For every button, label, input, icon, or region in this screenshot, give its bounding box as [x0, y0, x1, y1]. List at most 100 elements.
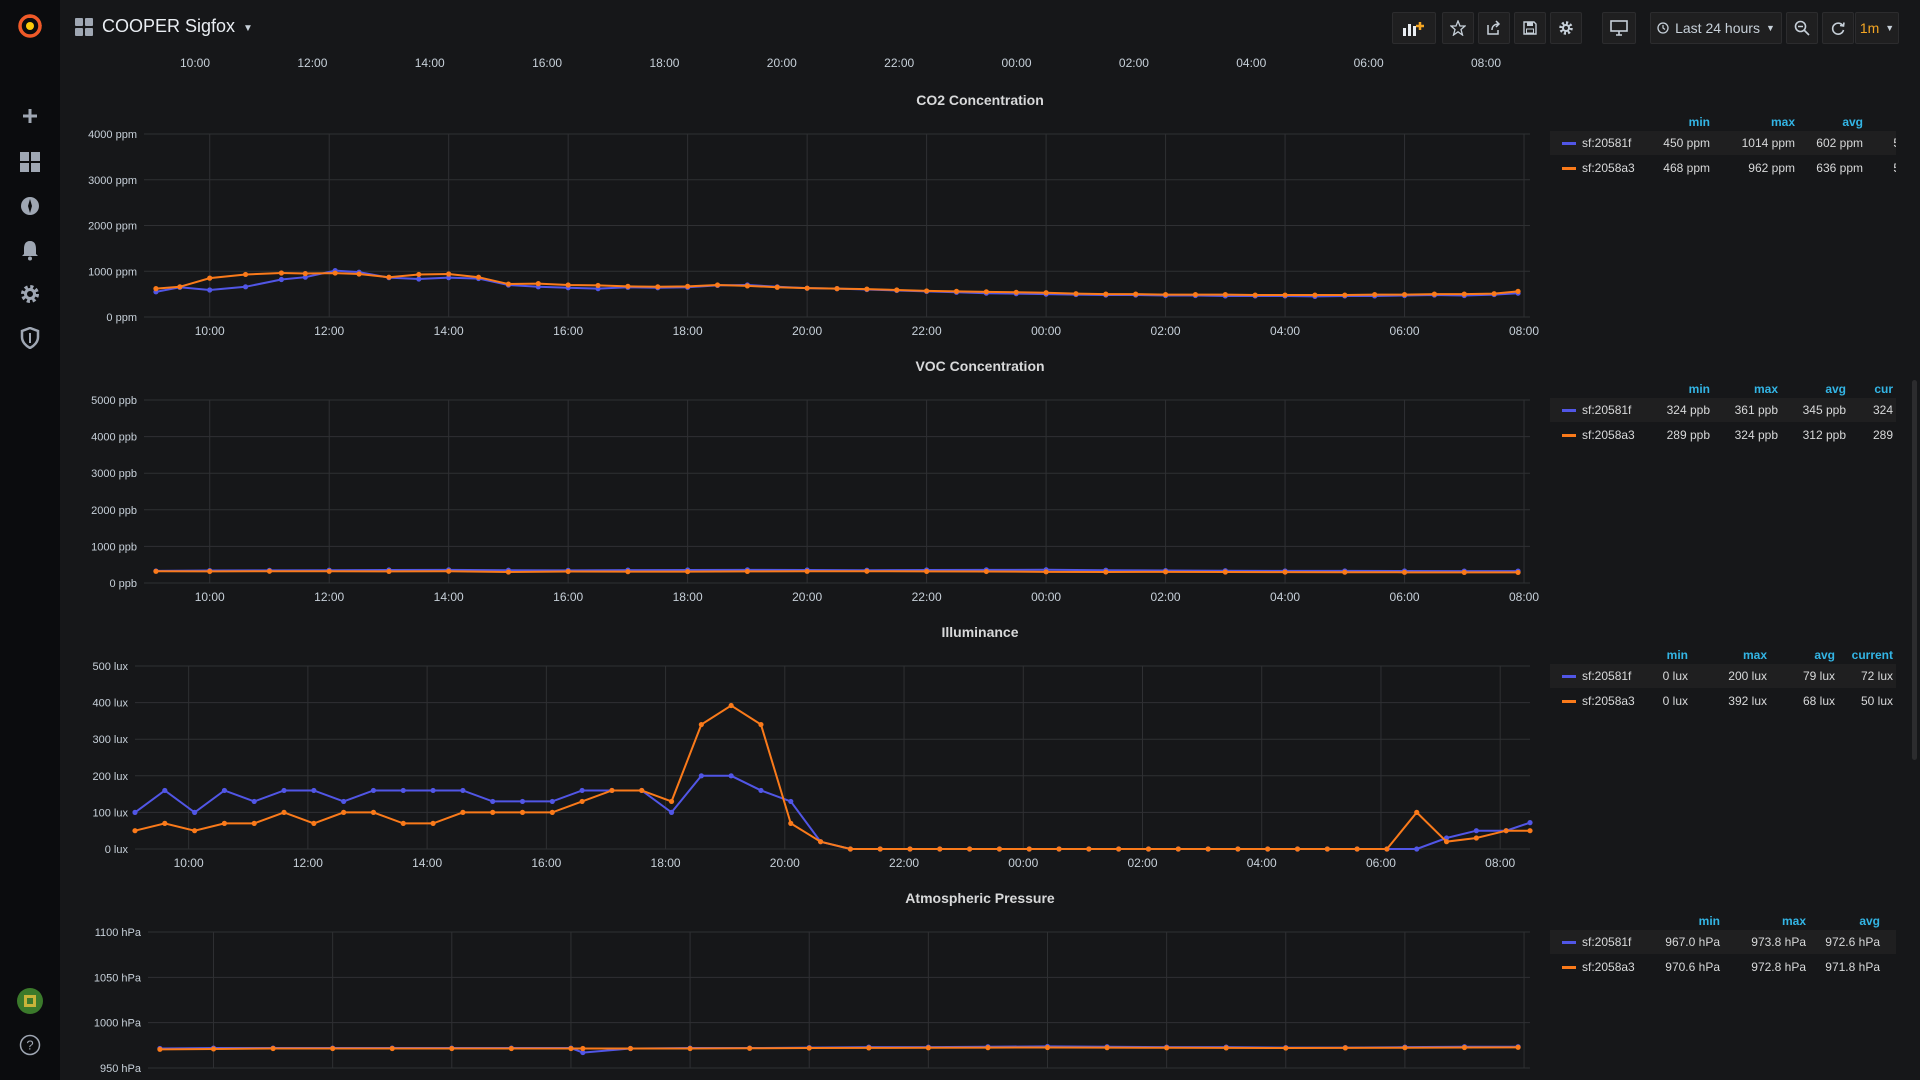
- settings-button[interactable]: [1550, 12, 1582, 44]
- explore-compass-icon[interactable]: [0, 186, 60, 226]
- data-point: [627, 1045, 634, 1052]
- legend-header-max[interactable]: max: [1770, 115, 1795, 129]
- add-panel-button[interactable]: [1392, 12, 1436, 44]
- plus-icon[interactable]: [0, 96, 60, 136]
- data-point: [1473, 835, 1479, 841]
- legend-row[interactable]: sf:20581f 967.0 hPa 973.8 hPa 972.6 hPa: [1550, 930, 1896, 954]
- legend-color-swatch[interactable]: [1562, 409, 1576, 412]
- data-point: [460, 809, 466, 815]
- legend-header-max[interactable]: max: [1742, 648, 1767, 662]
- legend-color-swatch[interactable]: [1562, 142, 1576, 145]
- legend-header-min[interactable]: min: [1688, 115, 1710, 129]
- legend-value: 970.6 hPa: [1665, 960, 1720, 974]
- legend-header-cur[interactable]: cur: [1874, 382, 1893, 396]
- legend-color-swatch[interactable]: [1562, 700, 1576, 703]
- legend-color-swatch[interactable]: [1562, 966, 1576, 969]
- legend-row[interactable]: sf:2058a3 0 lux 392 lux 68 lux 50 lux: [1550, 689, 1896, 713]
- legend-series-name[interactable]: sf:20581f: [1582, 935, 1632, 949]
- legend-row[interactable]: sf:2058a3 289 ppb 324 ppb 312 ppb 289: [1550, 423, 1896, 447]
- x-tick-label: 00:00: [1031, 324, 1061, 338]
- chart-atmospheric-pressure: 950 hPa 1000 hPa 1050 hPa 1100 hPa: [94, 927, 1530, 1075]
- star-button[interactable]: [1442, 12, 1474, 44]
- legend-header-min[interactable]: min: [1698, 914, 1720, 928]
- panel-title[interactable]: Illuminance: [941, 624, 1019, 640]
- legend-row[interactable]: sf:2058a3 468 ppm 962 ppm 636 ppm 5: [1550, 156, 1896, 180]
- legend-header-min[interactable]: min: [1688, 382, 1710, 396]
- scrollbar[interactable]: [1912, 380, 1917, 760]
- data-point: [519, 798, 526, 805]
- x-tick-label: 16:00: [531, 856, 561, 870]
- cycle-view-mode-button[interactable]: [1602, 12, 1636, 44]
- legend-row[interactable]: sf:20581f 324 ppb 361 ppb 345 ppb 324: [1550, 398, 1896, 422]
- data-point: [1145, 846, 1152, 852]
- gear-icon[interactable]: [0, 274, 60, 314]
- data-point: [1043, 290, 1049, 296]
- dashboards-icon[interactable]: [0, 142, 60, 182]
- legend-header-min[interactable]: min: [1666, 648, 1688, 662]
- x-tick-label: 02:00: [1151, 324, 1181, 338]
- legend-header-max[interactable]: max: [1781, 914, 1806, 928]
- panel-title[interactable]: CO2 Concentration: [916, 92, 1044, 108]
- legend-series-name[interactable]: sf:2058a3: [1582, 428, 1635, 442]
- legend-header-avg[interactable]: avg: [1825, 382, 1846, 396]
- data-point: [505, 281, 512, 287]
- data-point: [270, 1045, 276, 1052]
- legend-series-name[interactable]: sf:20581f: [1582, 403, 1632, 417]
- data-point: [728, 702, 734, 709]
- x-tick-label: 20:00: [767, 56, 797, 70]
- legend-header-avg[interactable]: avg: [1842, 115, 1863, 129]
- legend-series-name[interactable]: sf:20581f: [1582, 669, 1632, 683]
- data-point: [1324, 846, 1330, 852]
- share-button[interactable]: [1478, 12, 1510, 44]
- y-tick-label: 500 lux: [93, 661, 129, 673]
- data-point: [565, 568, 571, 575]
- data-point: [866, 1045, 872, 1051]
- legend-row[interactable]: sf:20581f 0 lux 200 lux 79 lux 72 lux: [1550, 664, 1896, 688]
- help-icon[interactable]: ?: [0, 1025, 60, 1065]
- data-point: [326, 568, 332, 574]
- grafana-logo-icon[interactable]: [0, 6, 60, 46]
- legend-series-name[interactable]: sf:2058a3: [1582, 960, 1635, 974]
- data-point: [758, 787, 764, 794]
- save-button[interactable]: [1514, 12, 1546, 44]
- data-point: [330, 1045, 336, 1052]
- chart-illuminance: 0 lux 100 lux 200 lux 300 lux 400 lux 500 lux…: [93, 661, 1533, 870]
- data-point: [580, 1045, 586, 1052]
- data-point: [924, 288, 930, 294]
- legend-header-avg[interactable]: avg: [1814, 648, 1835, 662]
- refresh-icon: [1831, 22, 1845, 35]
- data-point: [1401, 291, 1408, 298]
- legend-row[interactable]: sf:20581f 450 ppm 1014 ppm 602 ppm 5: [1550, 131, 1896, 155]
- user-avatar[interactable]: [0, 981, 60, 1021]
- legend-header-max[interactable]: max: [1753, 382, 1778, 396]
- zoom-out-button[interactable]: [1786, 12, 1818, 44]
- shield-icon[interactable]: [0, 318, 60, 358]
- data-point: [1515, 1044, 1521, 1050]
- legend-header-current[interactable]: current: [1851, 648, 1893, 662]
- panel-legend: min max avg sf:20581f 450 ppm 1014 ppm 602 ppm…: [1550, 111, 1896, 181]
- legend-color-swatch[interactable]: [1562, 675, 1576, 678]
- data-point: [132, 809, 138, 815]
- legend-value: 392 lux: [1728, 694, 1767, 708]
- legend-header-avg[interactable]: avg: [1859, 914, 1880, 928]
- panel-title[interactable]: VOC Concentration: [915, 358, 1045, 374]
- panel-title[interactable]: Atmospheric Pressure: [905, 890, 1055, 906]
- x-tick-label: 12:00: [314, 590, 344, 604]
- legend-color-swatch[interactable]: [1562, 434, 1576, 437]
- legend-series-name[interactable]: sf:2058a3: [1582, 694, 1635, 708]
- legend-row[interactable]: sf:2058a3 970.6 hPa 972.8 hPa 971.8 hPa: [1550, 955, 1896, 979]
- x-tick-label: 10:00: [180, 56, 210, 70]
- refresh-button[interactable]: [1822, 12, 1854, 44]
- bell-icon[interactable]: [0, 230, 60, 270]
- legend-color-swatch[interactable]: [1562, 167, 1576, 170]
- legend-series-name[interactable]: sf:20581f: [1582, 136, 1632, 150]
- data-point: [1372, 291, 1378, 298]
- data-point: [685, 283, 691, 289]
- refresh-interval-picker[interactable]: 1m ▼: [1855, 12, 1899, 44]
- time-range-picker[interactable]: Last 24 hours ▼: [1650, 12, 1782, 44]
- dashboard-picker[interactable]: COOPER Sigfox ▼: [74, 16, 253, 37]
- legend-series-name[interactable]: sf:2058a3: [1582, 161, 1635, 175]
- legend-value: 324 ppb: [1734, 428, 1778, 442]
- data-point: [698, 773, 704, 779]
- legend-color-swatch[interactable]: [1562, 941, 1576, 944]
